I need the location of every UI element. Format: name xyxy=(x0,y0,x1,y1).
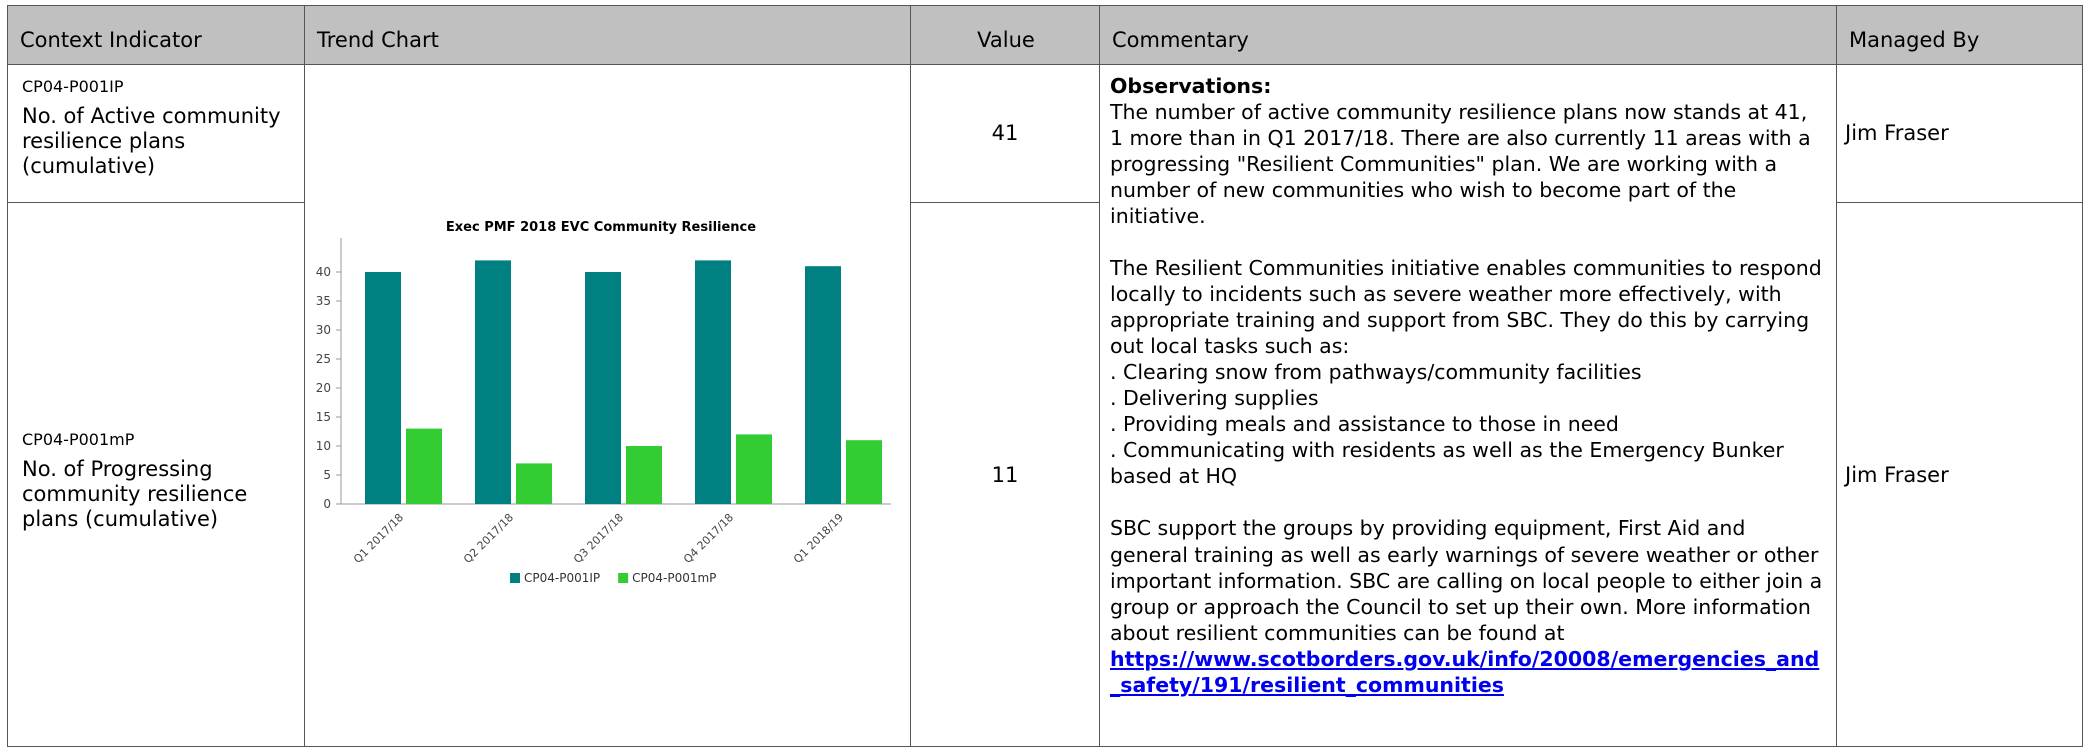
y-tick-label: 30 xyxy=(316,323,331,337)
bar xyxy=(736,434,772,504)
indicator-name: No. of Active community resilience plans… xyxy=(22,104,281,179)
bar xyxy=(516,463,552,504)
chart: Exec PMF 2018 EVC Community Resilience 0 5… xyxy=(316,220,891,585)
value-cell: 41 xyxy=(910,64,1100,203)
bar xyxy=(805,266,841,504)
commentary-paragraph: The Resilient Communities initiative ena… xyxy=(1110,255,1826,489)
bar xyxy=(365,272,401,504)
commentary-line: . Providing meals and assistance to thos… xyxy=(1110,412,1619,437)
legend-swatch xyxy=(618,573,629,583)
y-tick-label: 20 xyxy=(316,381,331,395)
indicator-code: CP04-P001IP xyxy=(22,77,124,96)
value-cell: 11 xyxy=(910,202,1100,747)
legend-swatch xyxy=(510,573,520,583)
x-tick-label: Q3 2017/18 xyxy=(571,511,626,566)
x-tick-label: Q4 2017/18 xyxy=(681,511,736,566)
header-cell: Value xyxy=(910,5,1100,65)
bar xyxy=(585,272,621,504)
commentary-line: . Communicating with residents as well a… xyxy=(1110,438,1784,489)
header: Value xyxy=(977,28,1035,52)
managed-by: Jim Fraser xyxy=(1845,463,1949,487)
indicator-cell: CP04-P001IP No. of Active community resi… xyxy=(7,64,305,203)
indicator-code: CP04-P001mP xyxy=(22,430,135,449)
y-tick-label: 25 xyxy=(316,352,331,366)
bar xyxy=(406,428,442,504)
bar xyxy=(626,446,662,504)
value: 41 xyxy=(991,121,1019,145)
chart-cell: Exec PMF 2018 EVC Community Resilience 0 5… xyxy=(304,64,911,747)
chart-title: Exec PMF 2018 EVC Community Resilience xyxy=(446,220,756,235)
y-tick-label: 5 xyxy=(323,468,331,482)
value: 11 xyxy=(991,463,1019,487)
header-cell: Managed By xyxy=(1836,5,2083,65)
y-tick-label: 0 xyxy=(323,497,331,511)
y-tick-label: 35 xyxy=(316,294,331,308)
header: Managed By xyxy=(1849,28,1980,52)
header-cell: Commentary xyxy=(1099,5,1837,65)
commentary-paragraph: SBC support the groups by providing equi… xyxy=(1110,515,1826,645)
bar xyxy=(846,440,882,504)
header: Trend Chart xyxy=(317,28,439,52)
legend-label: CP04-P001mP xyxy=(632,571,716,585)
commentary-line: The number of active community resilienc… xyxy=(1110,100,1811,229)
y-tick-label: 10 xyxy=(316,439,331,453)
legend-label: CP04-P001IP xyxy=(524,571,600,585)
y-tick-label: 40 xyxy=(316,265,331,279)
commentary-line: The Resilient Communities initiative ena… xyxy=(1110,256,1822,359)
x-tick-label: Q1 2018/19 xyxy=(791,511,846,566)
bar xyxy=(475,260,511,504)
commentary-paragraph: The number of active community resilienc… xyxy=(1110,99,1826,229)
y-tick-label: 15 xyxy=(316,410,331,424)
indicator-cell: CP04-P001mP No. of Progressing community… xyxy=(7,202,305,747)
header: Context Indicator xyxy=(20,28,202,52)
bar xyxy=(695,260,731,504)
commentary-heading: Observations: xyxy=(1110,74,1272,98)
commentary-link[interactable]: https://www.scotborders.gov.uk/info/2000… xyxy=(1110,646,1820,697)
managed-by: Jim Fraser xyxy=(1845,121,1949,145)
managed-cell: Jim Fraser xyxy=(1836,64,2083,203)
header-cell: Trend Chart xyxy=(304,5,911,65)
commentary-line: SBC support the groups by providing equi… xyxy=(1110,516,1823,645)
commentary-line: . Delivering supplies xyxy=(1110,386,1319,411)
x-tick-label: Q2 2017/18 xyxy=(461,511,516,566)
commentary-line: . Clearing snow from pathways/community … xyxy=(1110,360,1642,385)
x-tick-label: Q1 2017/18 xyxy=(351,511,406,566)
header: Commentary xyxy=(1112,28,1249,52)
commentary-cell: Observations: The number of active commu… xyxy=(1099,64,1837,747)
header-cell: Context Indicator xyxy=(7,5,305,65)
indicator-name: No. of Progressing community resilience … xyxy=(22,457,248,532)
managed-cell: Jim Fraser xyxy=(1836,202,2083,747)
